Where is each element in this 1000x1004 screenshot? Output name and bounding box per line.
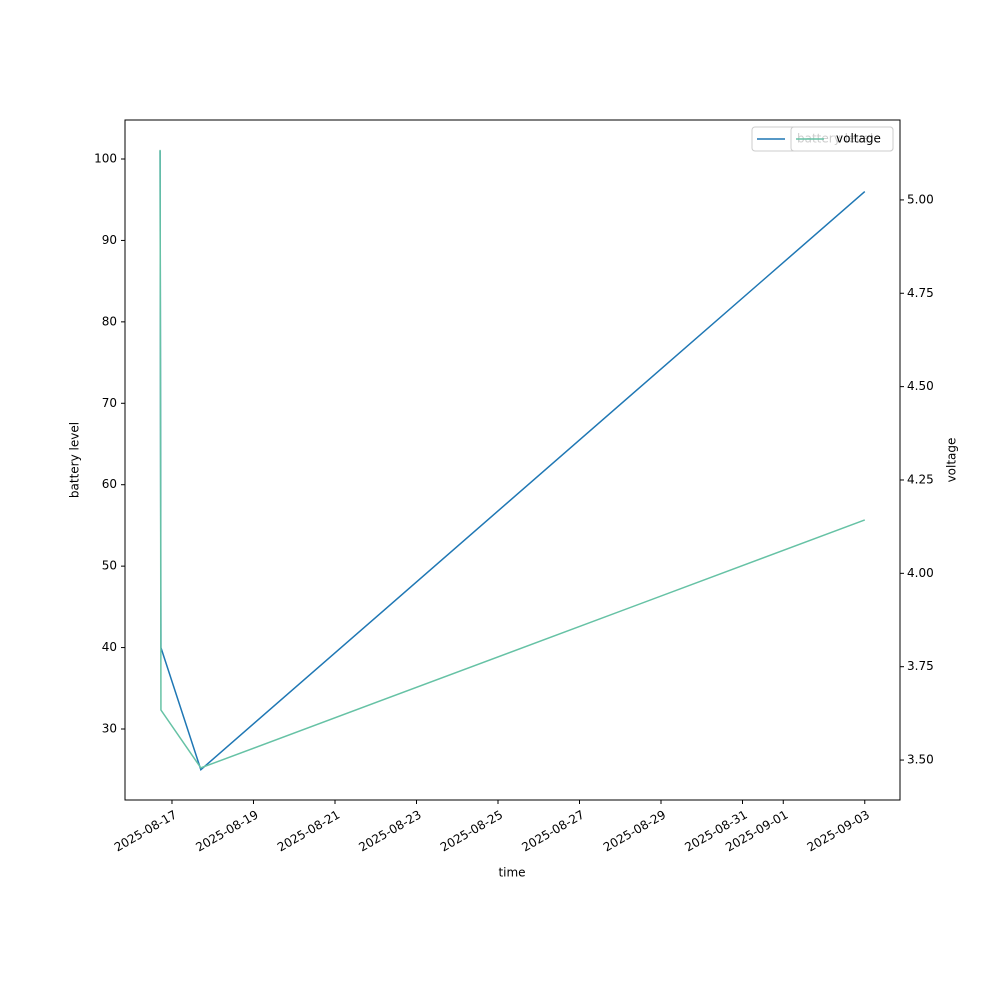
x-tick-label: 2025-08-23 [356, 808, 423, 855]
x-tick-label: 2025-08-17 [112, 808, 179, 855]
x-tick-label: 2025-08-19 [193, 808, 260, 855]
y2-axis-label: voltage [945, 438, 959, 483]
y-tick-label: 40 [102, 640, 117, 654]
y-tick-label: 90 [102, 233, 117, 247]
y-tick-label: 70 [102, 396, 117, 410]
y-tick-label: 100 [94, 152, 117, 166]
y-tick-label: 30 [102, 721, 117, 735]
y-tick-label: 80 [102, 314, 117, 328]
x-tick-label: 2025-08-27 [519, 808, 586, 855]
plot-frame [124, 119, 901, 801]
x-tick-label: 2025-09-03 [805, 808, 872, 855]
y2-tick-label: 3.50 [907, 753, 934, 767]
y2-tick-label: 4.25 [907, 472, 934, 486]
x-tick-label: 2025-08-25 [438, 808, 505, 855]
y-tick-label: 60 [102, 477, 117, 491]
y2-tick-label: 5.00 [907, 192, 934, 206]
legend-label: voltage [836, 132, 881, 146]
y2-tick-label: 4.50 [907, 379, 934, 393]
y2-tick-label: 3.75 [907, 659, 934, 673]
y2-tick-label: 4.00 [907, 566, 934, 580]
x-axis-label: time [498, 866, 525, 880]
x-tick-label: 2025-08-21 [275, 808, 342, 855]
series-line [159, 149, 866, 769]
y2-tick-label: 4.75 [907, 286, 934, 300]
legend-box [790, 126, 894, 152]
y-tick-label: 50 [102, 559, 117, 573]
x-tick-label: 2025-08-29 [601, 808, 668, 855]
y-axis-label: battery level [68, 422, 82, 498]
series-line [159, 150, 866, 772]
